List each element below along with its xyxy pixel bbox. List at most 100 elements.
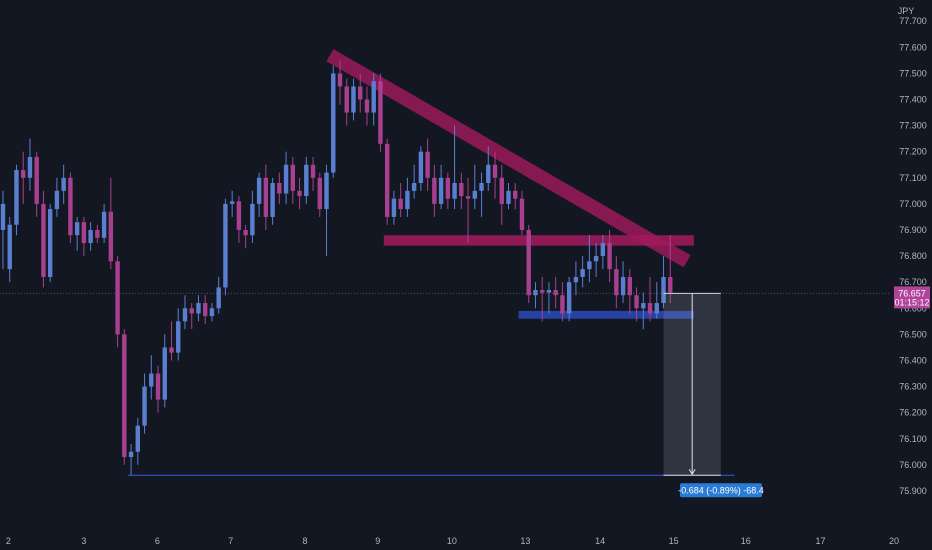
candle-body[interactable] <box>398 198 403 210</box>
candle-body[interactable] <box>41 203 46 277</box>
resistance-zone[interactable] <box>383 235 694 246</box>
candle-body[interactable] <box>472 190 477 199</box>
candle-body[interactable] <box>661 276 666 304</box>
candle-body[interactable] <box>438 177 444 204</box>
candle-body[interactable] <box>519 198 525 230</box>
candle-body[interactable] <box>337 73 343 87</box>
candle-body[interactable] <box>297 190 302 197</box>
candle-body[interactable] <box>61 177 66 191</box>
candle-body[interactable] <box>68 177 73 236</box>
candle-body[interactable] <box>432 177 437 204</box>
candle-body[interactable] <box>34 156 39 204</box>
candle-body[interactable] <box>74 222 80 236</box>
candle-body[interactable] <box>135 425 140 452</box>
candle-body[interactable] <box>176 321 181 353</box>
candle-body[interactable] <box>465 196 471 199</box>
candle-body[interactable] <box>317 177 322 210</box>
candle-body[interactable] <box>540 290 545 293</box>
candle-body[interactable] <box>486 164 491 184</box>
candle-body[interactable] <box>593 256 599 262</box>
candle-body[interactable] <box>627 276 633 296</box>
candle-body[interactable] <box>499 177 504 204</box>
candle-body[interactable] <box>88 229 93 244</box>
candle-body[interactable] <box>384 143 390 217</box>
candle-body[interactable] <box>122 334 127 458</box>
candle-body[interactable] <box>607 243 612 270</box>
candle-body[interactable] <box>81 222 87 244</box>
candle-body[interactable] <box>553 290 558 296</box>
candle-body[interactable] <box>573 276 579 283</box>
candle-body[interactable] <box>304 164 309 197</box>
candle-body[interactable] <box>95 229 100 238</box>
candle-body[interactable] <box>108 211 114 262</box>
candle-body[interactable] <box>115 261 120 335</box>
time-axis[interactable]: 2 3 6 7 8 9 10 13 14 15 16 17 20 <box>6 536 899 546</box>
candle-body[interactable] <box>391 198 397 217</box>
candle-body[interactable] <box>223 203 228 288</box>
candle-body[interactable] <box>283 164 289 194</box>
candle-body[interactable] <box>620 276 626 296</box>
candle-body[interactable] <box>600 243 606 257</box>
candle-body[interactable] <box>196 303 201 314</box>
candle-body[interactable] <box>155 373 161 400</box>
candle-body[interactable] <box>506 190 511 204</box>
candle-body[interactable] <box>526 229 531 296</box>
candle-body[interactable] <box>358 86 363 100</box>
candle-body[interactable] <box>566 282 572 314</box>
candle-body[interactable] <box>0 203 6 230</box>
candle-body[interactable] <box>560 295 565 314</box>
candle-body[interactable] <box>324 172 329 210</box>
candle-body[interactable] <box>7 224 12 270</box>
candle-body[interactable] <box>479 183 484 191</box>
candle-body[interactable] <box>149 373 154 387</box>
price-axis[interactable]: 77.700 77.600 77.500 77.400 77.300 77.200 77.1… <box>894 16 930 496</box>
candle-body[interactable] <box>256 177 262 204</box>
candle-body[interactable] <box>533 290 538 296</box>
candle-body[interactable] <box>351 86 356 113</box>
candle-body[interactable] <box>378 81 383 144</box>
candle-body[interactable] <box>364 99 370 113</box>
candle-body[interactable] <box>546 290 552 293</box>
candle-body[interactable] <box>27 156 33 178</box>
candle-body[interactable] <box>47 209 53 277</box>
candle-body[interactable] <box>236 201 242 230</box>
candle-body[interactable] <box>216 287 221 309</box>
candle-body[interactable] <box>250 203 255 236</box>
candle-body[interactable] <box>445 177 451 199</box>
candle-body[interactable] <box>634 295 639 309</box>
candle-body[interactable] <box>162 347 167 400</box>
candle-body[interactable] <box>290 164 296 191</box>
candle-body[interactable] <box>371 81 376 113</box>
candle-body[interactable] <box>452 183 457 199</box>
candle-body[interactable] <box>21 169 26 178</box>
candle-body[interactable] <box>418 151 424 184</box>
support-zone[interactable] <box>518 310 694 319</box>
candle-body[interactable] <box>169 347 174 353</box>
candle-body[interactable] <box>587 261 592 270</box>
candle-body[interactable] <box>331 73 336 173</box>
candle-body[interactable] <box>270 183 275 217</box>
candle-body[interactable] <box>459 183 464 197</box>
candle-body[interactable] <box>209 308 215 317</box>
candle-body[interactable] <box>411 183 417 191</box>
candle-body[interactable] <box>14 169 19 225</box>
candle-body[interactable] <box>344 86 349 113</box>
candle-body[interactable] <box>277 183 282 194</box>
candle-body[interactable] <box>580 269 585 277</box>
candle-body[interactable] <box>647 303 653 314</box>
candle-body[interactable] <box>513 190 518 199</box>
candle-body[interactable] <box>263 177 269 217</box>
candle-body[interactable] <box>243 229 248 236</box>
candle-body[interactable] <box>668 276 673 293</box>
candle-body[interactable] <box>614 269 619 296</box>
descending-trendline[interactable] <box>326 49 691 268</box>
candle-body[interactable] <box>654 303 659 314</box>
candle-body[interactable] <box>203 303 208 317</box>
candle-body[interactable] <box>310 164 316 178</box>
candle-body[interactable] <box>641 303 646 309</box>
candle-body[interactable] <box>425 151 430 178</box>
candle-body[interactable] <box>128 451 134 458</box>
candle-body[interactable] <box>182 308 188 322</box>
candle-body[interactable] <box>142 386 147 426</box>
